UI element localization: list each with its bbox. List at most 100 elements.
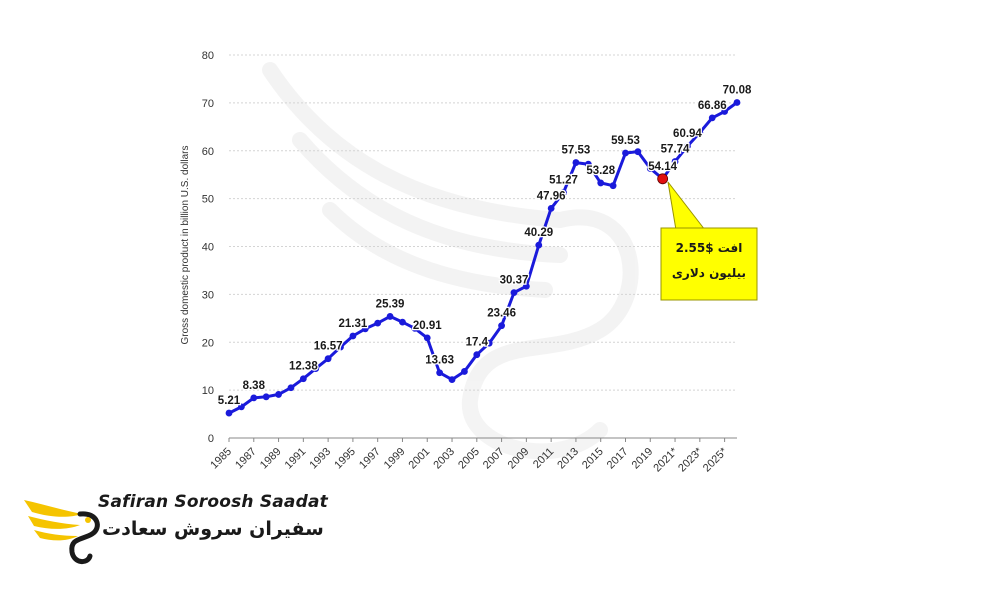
data-point: [646, 165, 654, 172]
data-point: [547, 204, 555, 212]
data-label: 12.38: [289, 361, 318, 373]
data-label: 57.74: [661, 144, 690, 156]
x-tick-label: 1985: [208, 446, 234, 472]
data-label: 40.29: [524, 227, 553, 239]
data-label: 30.37: [500, 275, 529, 287]
data-label: 54.14: [648, 161, 677, 173]
data-point: [473, 351, 481, 359]
data-point: [361, 325, 369, 333]
data-point: [237, 403, 245, 411]
data-point: [733, 99, 741, 106]
data-point: [522, 282, 530, 290]
data-point: [461, 368, 468, 375]
data-point: [597, 179, 605, 187]
brand-name-en: Safiran Soroosh Saadat: [98, 492, 328, 512]
data-point: [374, 319, 382, 327]
y-tick-label: 10: [202, 385, 214, 397]
wing-watermark-icon: [262, 62, 639, 460]
highlight-point: [657, 173, 669, 185]
data-point: [448, 376, 456, 383]
data-label: 70.08: [723, 84, 752, 96]
data-point: [436, 369, 444, 377]
data-label: 60.94: [673, 128, 702, 140]
y-tick-label: 50: [202, 194, 214, 206]
x-tick-label: 1987: [233, 446, 259, 472]
x-tick-label: 2019: [630, 446, 656, 472]
annotation-callout: افت $2.55 بیلیون دلاری: [660, 181, 758, 301]
x-tick-label: 2003: [431, 446, 457, 472]
data-label: 57.53: [562, 145, 591, 157]
data-label: 13.63: [425, 355, 454, 367]
y-tick-label: 80: [202, 50, 214, 62]
brand-logo: Safiran Soroosh Saadat سفیران سروش سعادت: [22, 492, 328, 582]
data-point: [696, 129, 704, 136]
data-point: [225, 409, 233, 417]
callout-box: [660, 227, 758, 301]
data-label: 51.27: [549, 175, 578, 187]
y-axis-title: Gross domestic product in billion U.S. d…: [180, 146, 191, 345]
callout-line-1: افت $2.55: [676, 241, 743, 255]
data-label: 8.38: [243, 380, 266, 392]
data-point: [250, 394, 258, 402]
x-tick-label: 1999: [382, 446, 408, 472]
data-point: [299, 375, 307, 383]
x-tick-label: 2005: [456, 446, 482, 472]
y-tick-label: 0: [208, 433, 214, 445]
data-point: [708, 114, 716, 122]
data-point: [584, 160, 592, 168]
x-tick-label: 1993: [307, 446, 333, 472]
data-label: 25.39: [376, 298, 405, 310]
data-point: [498, 322, 505, 330]
data-label: 23.46: [487, 308, 516, 320]
x-tick-label: 2021*: [651, 445, 680, 474]
data-point: [312, 365, 320, 372]
y-tick-label: 60: [202, 146, 214, 158]
data-point: [423, 334, 431, 342]
data-point: [609, 182, 617, 190]
data-point: [684, 142, 691, 150]
data-point: [572, 159, 580, 166]
y-tick-label: 30: [202, 289, 214, 301]
data-point: [560, 189, 567, 196]
data-label: 16.57: [314, 341, 343, 353]
data-point: [262, 393, 270, 401]
grid: [229, 54, 737, 439]
x-tick-label: 1991: [283, 446, 309, 472]
data-point: [510, 289, 518, 297]
x-tick-label: 1997: [357, 446, 383, 472]
data-label: 17.4: [466, 337, 489, 349]
data-label: 66.86: [698, 100, 727, 112]
data-label: 20.91: [413, 320, 442, 332]
data-point: [622, 149, 629, 157]
data-point: [386, 313, 394, 320]
data-point: [485, 339, 493, 347]
y-tick-label: 40: [202, 242, 214, 254]
x-tick-label: 2023*: [676, 445, 705, 474]
eagle-wing-icon: [24, 500, 100, 564]
y-tick-label: 70: [202, 98, 214, 110]
x-tick-label: 2001: [407, 446, 433, 472]
data-point: [411, 324, 419, 332]
data-point: [671, 158, 679, 165]
x-tick-label: 1989: [258, 446, 284, 472]
data-label: 5.21: [218, 395, 241, 407]
x-tick-label: 1995: [332, 446, 358, 472]
data-point: [535, 241, 543, 249]
x-tick-label: 2017: [605, 446, 631, 472]
data-point: [349, 332, 357, 340]
brand-name-fa: سفیران سروش سعادت: [102, 518, 324, 540]
data-label: 59.53: [611, 135, 640, 147]
data-label: 21.31: [339, 318, 368, 330]
data-point: [275, 391, 282, 398]
x-tick-label: 2025*: [701, 445, 730, 474]
callout-line-2: بیلیون دلاری: [672, 266, 746, 281]
data-label: 53.28: [586, 165, 615, 177]
data-point: [324, 355, 332, 363]
data-labels: 5.218.38 12.38 16.57 21.31 25.39 20.91 13.63 17…: [217, 83, 754, 408]
data-point: [399, 318, 406, 326]
data-point: [287, 384, 295, 392]
callout-pointer: [667, 181, 707, 231]
series-gdp: [225, 99, 741, 417]
data-point: [634, 148, 642, 156]
